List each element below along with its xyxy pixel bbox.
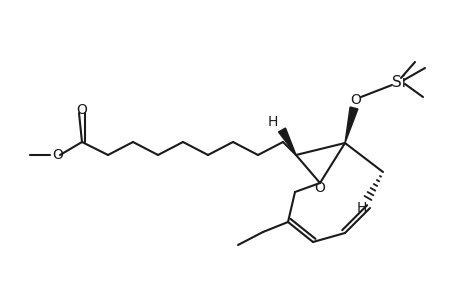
Text: H: H [356, 201, 366, 215]
Text: H: H [267, 115, 278, 129]
Polygon shape [278, 128, 295, 155]
Text: O: O [314, 181, 325, 195]
Text: O: O [76, 103, 87, 117]
Text: Si: Si [391, 74, 405, 89]
Text: O: O [52, 148, 63, 162]
Polygon shape [344, 107, 357, 143]
Text: O: O [350, 93, 361, 107]
